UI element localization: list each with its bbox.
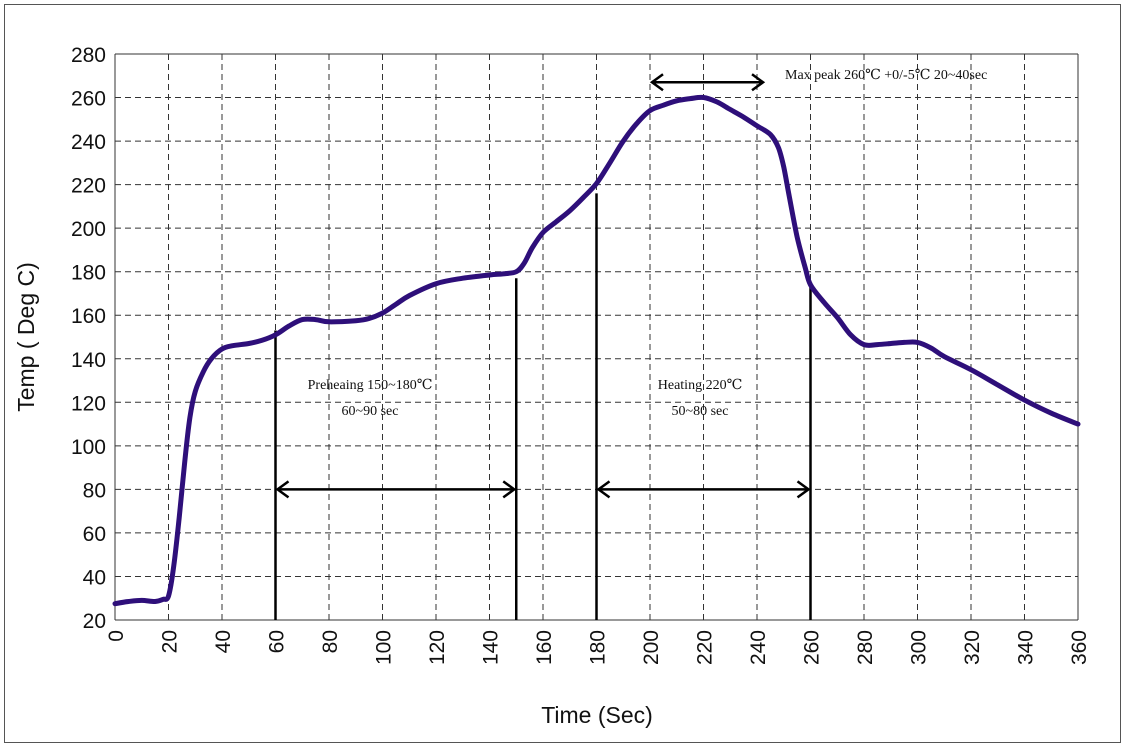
- x-tick-label: 340: [1015, 630, 1038, 665]
- y-tick-label: 100: [71, 436, 106, 459]
- arrow-head-left: [275, 480, 290, 499]
- y-tick-label: 260: [71, 88, 106, 111]
- x-tick-label: 80: [319, 630, 342, 653]
- heating-label-line2: 50~80 sec: [672, 404, 729, 419]
- span-arrows: [275, 73, 811, 499]
- heating-label-line1: Heating 220℃: [658, 378, 742, 393]
- peak-label: Max peak 260℃ +0/-5℃ 20~40sec: [785, 68, 987, 83]
- arrow-head-left: [649, 73, 664, 92]
- y-axis-ticks: 20 40 60 80 100 120 140 160 180 200 220 240 260 280: [71, 44, 106, 633]
- arrow-head-right: [502, 480, 517, 499]
- x-tick-label: 40: [212, 630, 235, 653]
- y-tick-label: 20: [83, 610, 106, 633]
- x-tick-label: 60: [266, 630, 289, 653]
- arrow-head-right: [796, 480, 811, 499]
- x-tick-label: 160: [533, 630, 556, 665]
- phase-markers: [274, 193, 812, 620]
- y-tick-label: 180: [71, 262, 106, 285]
- y-axis-title: Temp ( Deg C): [13, 262, 39, 412]
- arrow-head-left: [596, 480, 611, 499]
- x-tick-label: 200: [640, 630, 663, 665]
- x-tick-label: 20: [159, 630, 182, 653]
- y-tick-label: 120: [71, 392, 106, 415]
- x-tick-label: 260: [801, 630, 824, 665]
- arrow-head-right: [751, 73, 766, 92]
- x-tick-label: 240: [747, 630, 770, 665]
- y-tick-label: 80: [83, 479, 106, 502]
- preheat-label-line2: 60~90 sec: [342, 404, 399, 419]
- x-tick-label: 0: [105, 630, 128, 642]
- y-tick-label: 140: [71, 349, 106, 372]
- x-tick-label: 280: [854, 630, 877, 665]
- x-tick-label: 100: [373, 630, 396, 665]
- x-tick-label: 220: [694, 630, 717, 665]
- x-tick-label: 360: [1068, 630, 1091, 665]
- preheat-label-line1: Preheaing 150~180℃: [308, 378, 433, 393]
- y-tick-label: 240: [71, 131, 106, 154]
- reflow-profile-line: [112, 94, 1081, 607]
- heating-arrow: [596, 480, 811, 499]
- peak-arrow: [649, 73, 766, 92]
- y-tick-label: 220: [71, 175, 106, 198]
- y-tick-label: 60: [83, 523, 106, 546]
- y-tick-label: 200: [71, 218, 106, 241]
- x-axis-title: Time (Sec): [541, 702, 653, 728]
- y-tick-label: 160: [71, 305, 106, 328]
- x-tick-label: 120: [426, 630, 449, 665]
- y-tick-label: 40: [83, 566, 106, 589]
- preheat-arrow: [275, 480, 517, 499]
- x-tick-label: 180: [587, 630, 610, 665]
- x-axis-ticks: 0 20 40 60 80 100 120 140 160 180 200 220 240 260 280 3…: [105, 630, 1091, 665]
- x-tick-label: 140: [480, 630, 503, 665]
- x-tick-label: 320: [961, 630, 984, 665]
- series-group: [112, 94, 1081, 607]
- y-tick-label: 280: [71, 44, 106, 67]
- x-tick-label: 300: [908, 630, 931, 665]
